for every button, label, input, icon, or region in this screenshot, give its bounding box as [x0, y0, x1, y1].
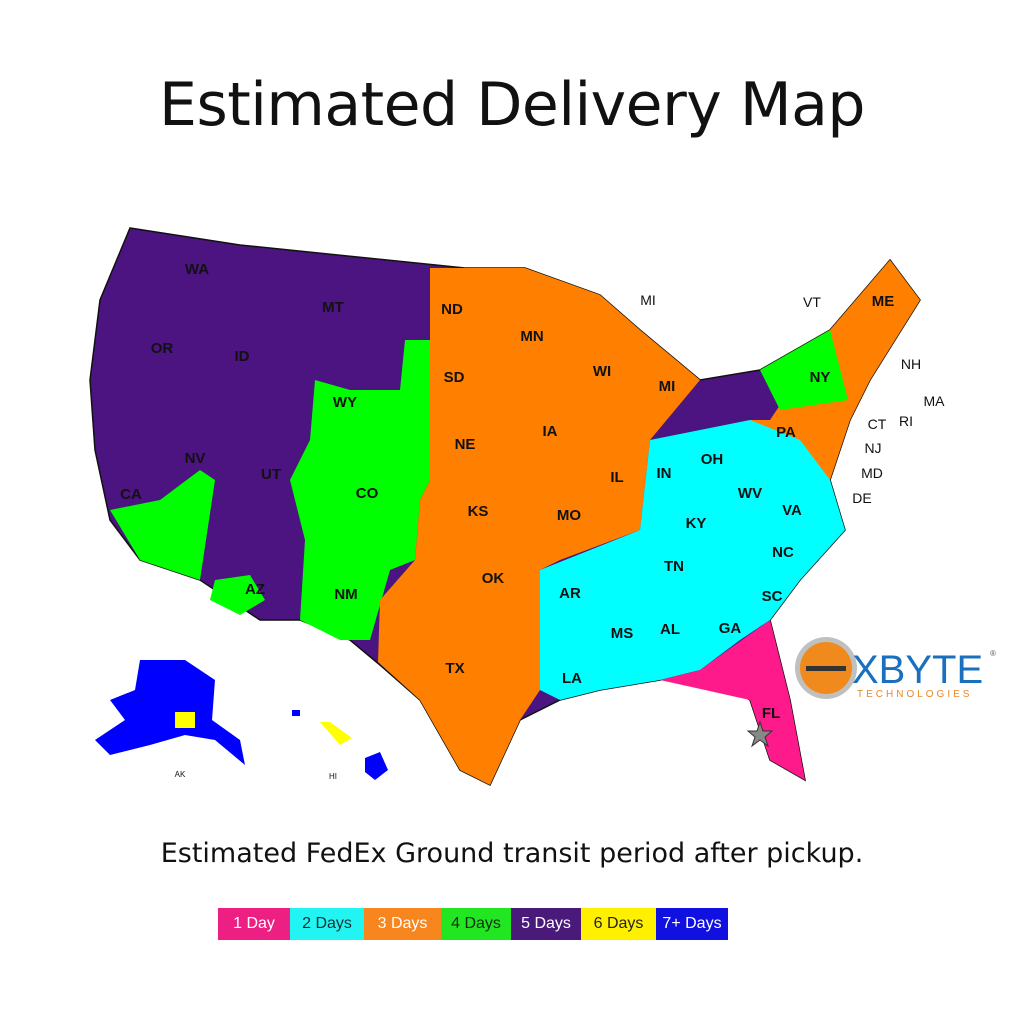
region-4-days [290, 340, 430, 640]
state-label: MI [659, 378, 676, 395]
state-label: AK [175, 770, 186, 779]
map-caption: Estimated FedEx Ground transit period af… [160, 838, 864, 869]
state-label: AZ [245, 581, 265, 598]
region-hawaii-5-days [292, 710, 300, 716]
region-hawaii [365, 752, 388, 780]
region-alaska-6-days [175, 712, 195, 728]
origin-star-icon [746, 720, 774, 748]
state-label: CT [868, 416, 887, 432]
legend: 1 Day 2 Days 3 Days 4 Days 5 Days 6 Days 7+ Da… [218, 908, 728, 940]
state-label: SC [762, 588, 783, 605]
state-label: MS [611, 625, 634, 642]
state-label: WA [185, 261, 209, 278]
page-title: Estimated Delivery Map [159, 70, 865, 140]
region-alaska [95, 660, 245, 765]
logo-tagline: TECHNOLOGIES [857, 689, 972, 700]
state-label: NH [901, 356, 921, 372]
state-label: NM [334, 586, 357, 603]
state-label: WI [593, 363, 611, 380]
state-label: UT [261, 466, 281, 483]
legend-item: 5 Days [511, 908, 581, 940]
state-label: MA [924, 393, 946, 409]
state-label: MD [861, 465, 883, 481]
state-label: IN [657, 465, 672, 482]
state-label: TX [445, 660, 464, 677]
state-label: NY [810, 369, 831, 386]
state-label: MO [557, 507, 581, 524]
region-hawaii-6-days [320, 722, 352, 745]
map-regions [89, 227, 921, 787]
xbyte-logo: XBYTE ® TECHNOLOGIES [795, 637, 996, 700]
legend-item: 7+ Days [656, 908, 728, 940]
region-4-days-ca [110, 470, 215, 580]
region-2-days [540, 420, 845, 700]
state-label: CO [356, 485, 379, 502]
state-label: ND [441, 301, 463, 318]
state-label: FL [762, 705, 780, 722]
state-label: OR [151, 340, 174, 357]
state-labels: WA MT ND MN MI VT ME OR ID SD WI MI NY NH MA WY IA PA CT RI… [120, 261, 945, 781]
state-label: DE [852, 490, 871, 506]
state-label: MN [520, 328, 543, 345]
region-4-days-az [210, 575, 265, 615]
legend-item: 2 Days [290, 908, 364, 940]
state-label: IL [610, 469, 623, 486]
state-label: KS [468, 503, 489, 520]
state-label: WV [738, 485, 762, 502]
region-4-days-ny [760, 330, 848, 410]
state-label: OH [701, 451, 724, 468]
legend-item: 4 Days [441, 908, 511, 940]
state-label: NE [455, 436, 476, 453]
logo-registered: ® [990, 649, 996, 658]
state-label: ME [872, 293, 895, 310]
state-label: ID [235, 348, 250, 365]
state-label: PA [776, 424, 796, 441]
state-label: MT [322, 299, 344, 316]
region-3-days [378, 268, 700, 785]
logo-name: XBYTE [852, 648, 983, 692]
legend-item: 3 Days [364, 908, 441, 940]
state-label: MI [640, 292, 656, 308]
state-label: LA [562, 670, 582, 687]
state-label: AL [660, 621, 680, 638]
state-label: NJ [864, 440, 881, 456]
state-label: OK [482, 570, 505, 587]
state-label: CA [120, 486, 142, 503]
legend-item: 1 Day [218, 908, 290, 940]
state-label: NV [185, 450, 206, 467]
legend-item: 6 Days [581, 908, 656, 940]
state-label: GA [719, 620, 742, 637]
state-label: SD [444, 369, 465, 386]
state-label: WY [333, 394, 357, 411]
state-label: NC [772, 544, 794, 561]
region-1-day [660, 620, 805, 780]
state-label: IA [543, 423, 558, 440]
state-label: RI [899, 413, 913, 429]
state-label: KY [686, 515, 707, 532]
state-label: VA [782, 502, 802, 519]
state-label: HI [329, 772, 337, 781]
state-label: AR [559, 585, 581, 602]
state-label: TN [664, 558, 684, 575]
state-label: VT [803, 294, 821, 310]
